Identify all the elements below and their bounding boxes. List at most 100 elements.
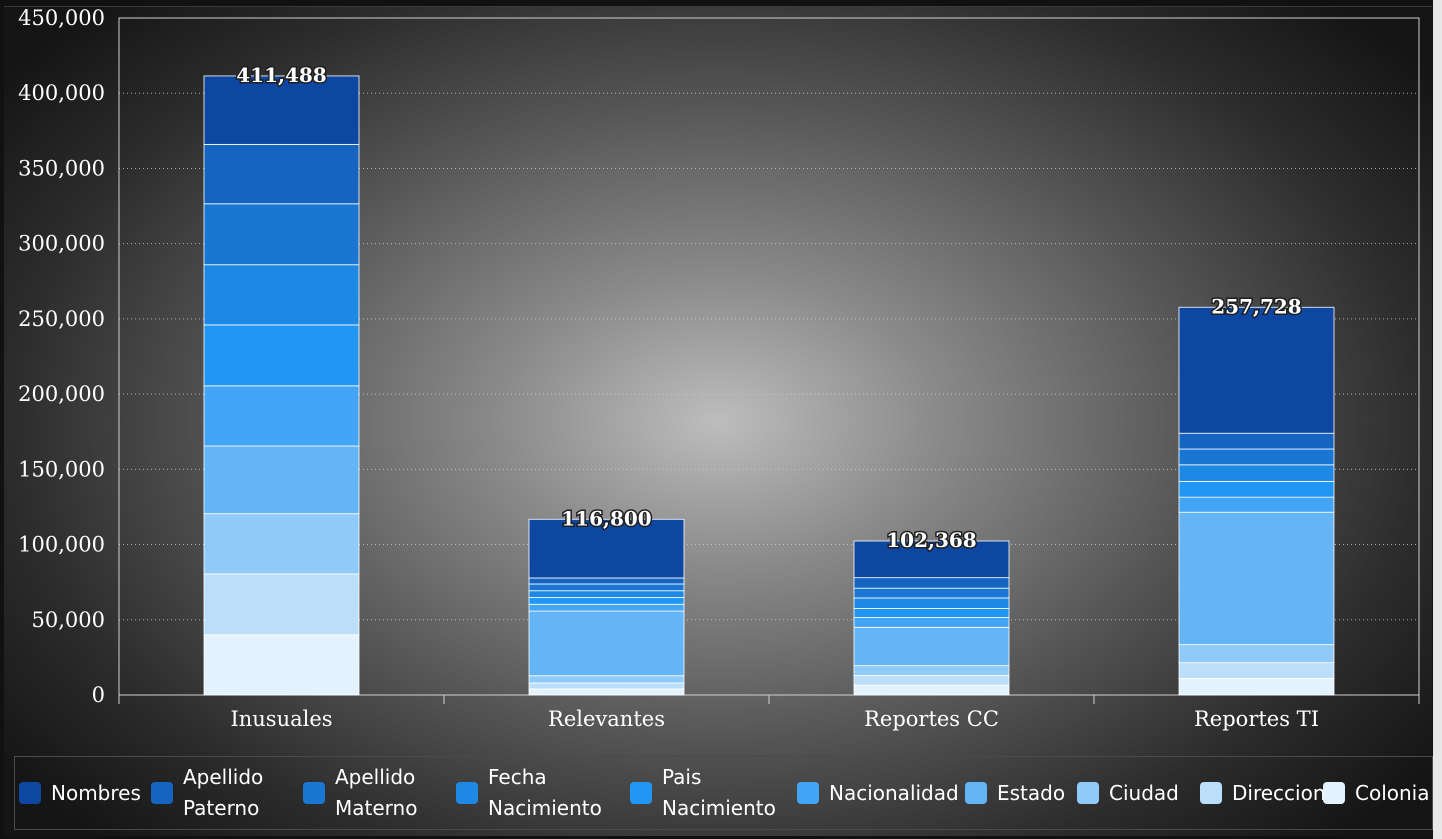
y-tick-label: 0 (92, 683, 105, 707)
bar-segment (528, 610, 685, 677)
x-axis: Inusuales Relevantes Reportes CC Reportes T… (118, 694, 1420, 731)
legend-label: Direccion (1232, 778, 1326, 809)
legend-label: Nombres (51, 778, 141, 809)
legend-label-line: Direccion (1232, 780, 1326, 805)
bar-segment (203, 324, 360, 387)
legend-item[interactable]: Apellido Paterno (151, 757, 263, 829)
legend-label-line: Nacimiento (662, 796, 776, 820)
total-labels: 411,488 116,800 102,368 257,728 (235, 61, 1303, 553)
legend-label-line: Pais (662, 765, 702, 789)
bar-segment (528, 603, 685, 612)
legend-label-line: Apellido (335, 765, 416, 789)
stacked-bar-chart: 0 50,000 100,000 150,000 200,000 250,000 300,0… (18, 6, 1420, 731)
legend-item[interactable]: Nombres (19, 757, 141, 829)
y-tick-label: 50,000 (32, 608, 105, 632)
legend-item[interactable]: Direccion (1200, 757, 1326, 829)
legend-swatch-icon (1323, 782, 1345, 804)
legend-label-line: Nacionalidad (829, 780, 959, 805)
legend-swatch-icon (965, 782, 987, 804)
bar-segment (528, 682, 685, 690)
legend-label-line: Ciudad (1109, 780, 1179, 805)
bar-segment (203, 75, 360, 145)
y-tick-label: 350,000 (18, 156, 105, 180)
legend-label: Pais Nacimiento (662, 762, 776, 824)
x-tick-label: Reportes CC (864, 707, 999, 731)
legend-swatch-icon (630, 782, 652, 804)
legend-swatch-icon (1077, 782, 1099, 804)
x-tick-label: Inusuales (230, 707, 332, 731)
bar-segment (853, 587, 1010, 599)
legend-item[interactable]: Ciudad (1077, 757, 1179, 829)
bar-segment (203, 445, 360, 515)
bar-segment (1178, 496, 1335, 513)
bar-segment (1178, 448, 1335, 466)
total-label: 116,800 (561, 506, 651, 530)
bar-segment (203, 203, 360, 266)
bar-segment (203, 385, 360, 447)
y-axis: 0 50,000 100,000 150,000 200,000 250,000 300,0… (18, 6, 105, 707)
bar-segment (528, 597, 685, 605)
bar-segment (528, 583, 685, 592)
legend-item[interactable]: Estado (965, 757, 1065, 829)
y-tick-label: 400,000 (18, 81, 105, 105)
bar-segment (203, 573, 360, 636)
y-tick-label: 100,000 (18, 533, 105, 557)
bar-segment (528, 675, 685, 684)
legend-item[interactable]: Fecha Nacimiento (456, 757, 602, 829)
legend-label: Colonia (1355, 778, 1429, 809)
bar-segment (853, 617, 1010, 628)
legend-label: Fecha Nacimiento (488, 762, 602, 824)
legend-label-line: Nacimiento (488, 796, 602, 820)
bars (203, 75, 1335, 696)
legend-item[interactable]: Colonia (1323, 757, 1429, 829)
legend-item[interactable]: Apellido Materno (303, 757, 417, 829)
bar-segment (528, 590, 685, 598)
bar-segment (203, 634, 360, 696)
bar-segment (528, 577, 685, 585)
bar-segment (1178, 306, 1335, 434)
y-tick-label: 150,000 (18, 457, 105, 481)
total-label: 411,488 (236, 63, 326, 87)
legend-swatch-icon (19, 782, 41, 804)
bar-segment (1178, 432, 1335, 450)
bar-segment (528, 518, 685, 579)
bar-segment (853, 684, 1010, 696)
legend-swatch-icon (797, 782, 819, 804)
bar-segment (853, 608, 1010, 618)
legend-swatch-icon (303, 782, 325, 804)
window-edge (1433, 0, 1442, 839)
legend-label-line: Estado (997, 780, 1066, 805)
legend-label-line: Colonia (1355, 780, 1430, 805)
bar-segment (203, 143, 360, 205)
legend-item[interactable]: Nacionalidad (797, 757, 959, 829)
legend-swatch-icon (151, 782, 173, 804)
bar-segment (853, 597, 1010, 609)
x-tick-label: Relevantes (548, 707, 665, 731)
legend-label-line: Materno (335, 796, 418, 820)
bar-segment (853, 540, 1010, 579)
bar-segment (203, 513, 360, 575)
total-label: 257,728 (1211, 294, 1301, 318)
y-tick-label: 250,000 (18, 307, 105, 331)
legend-swatch-icon (456, 782, 478, 804)
bar-segment (853, 577, 1010, 589)
chart-panel: 0 50,000 100,000 150,000 200,000 250,000 300,0… (4, 6, 1432, 836)
bar-segment (1178, 662, 1335, 679)
x-tick-label: Reportes TI (1194, 707, 1319, 731)
bar-segment (1178, 678, 1335, 696)
total-label: 102,368 (886, 528, 976, 552)
legend-label: Ciudad (1109, 778, 1179, 809)
bar-segment (1178, 644, 1335, 664)
bar-segment (1178, 464, 1335, 482)
y-tick-label: 300,000 (18, 232, 105, 256)
bar-segment (1178, 511, 1335, 646)
bar-segment (203, 264, 360, 326)
legend-label: Nacionalidad (829, 778, 959, 809)
bar-segment (1178, 480, 1335, 498)
legend: Nombres Apellido Paterno Apellido Materno Fec… (14, 756, 1433, 830)
bar-segment (853, 675, 1010, 686)
legend-label: Apellido Paterno (183, 762, 263, 824)
legend-item[interactable]: Pais Nacimiento (630, 757, 776, 829)
y-tick-label: 200,000 (18, 382, 105, 406)
